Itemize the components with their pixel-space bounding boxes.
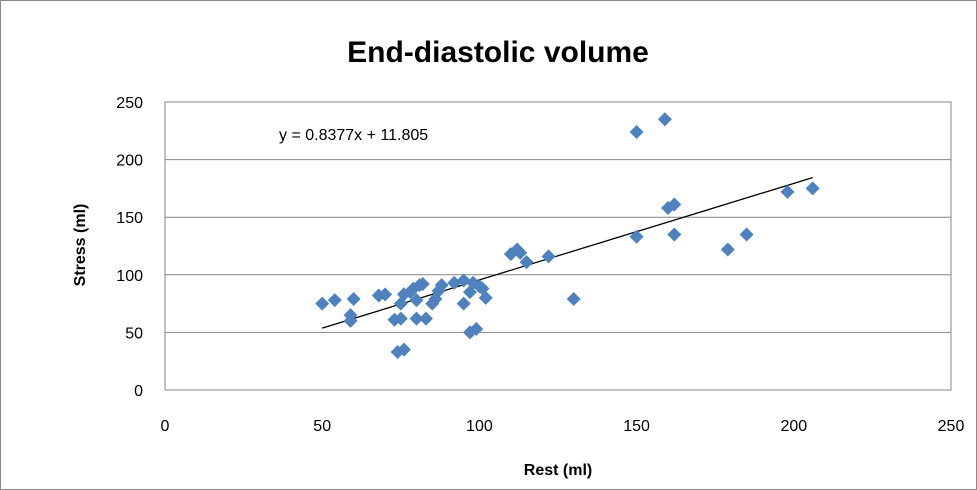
data-point: [456, 296, 471, 311]
data-point: [456, 273, 471, 288]
data-point: [780, 184, 795, 199]
x-tick-label: 250: [938, 418, 965, 435]
x-tick-label: 200: [780, 418, 807, 435]
y-tick-label: 250: [116, 95, 143, 112]
data-point: [657, 112, 672, 127]
y-tick-label: 150: [116, 210, 143, 227]
data-point: [346, 291, 361, 306]
y-axis-title: Stress (ml): [72, 204, 89, 287]
data-point: [805, 181, 820, 196]
data-point: [409, 311, 424, 326]
y-tick-label: 100: [116, 268, 143, 285]
data-point: [513, 245, 528, 260]
trendline-equation: y = 0.8377x + 11.805: [279, 127, 428, 144]
data-point: [447, 275, 462, 290]
x-tick-label: 50: [313, 418, 331, 435]
chart-title: End-diastolic volume: [347, 36, 649, 69]
data-point: [720, 242, 735, 257]
data-point: [503, 247, 518, 262]
x-axis-ticks: 0 50 100 150 200 250: [161, 418, 965, 435]
data-points: [315, 112, 820, 359]
y-tick-label: 200: [116, 153, 143, 170]
x-tick-label: 100: [466, 418, 493, 435]
data-point: [343, 313, 358, 328]
data-point: [478, 290, 493, 305]
data-point: [418, 311, 433, 326]
y-tick-label: 50: [125, 325, 143, 342]
data-point: [519, 255, 534, 270]
data-point: [327, 293, 342, 308]
data-point: [541, 249, 556, 264]
data-point: [566, 291, 581, 306]
data-point: [629, 124, 644, 139]
y-tick-label: 0: [134, 383, 143, 400]
plot-area-border: [164, 101, 952, 391]
data-point: [378, 287, 393, 302]
data-point: [434, 278, 449, 293]
data-point: [409, 293, 424, 308]
data-point: [415, 277, 430, 292]
data-point: [629, 229, 644, 244]
x-tick-label: 150: [623, 418, 650, 435]
data-point: [667, 197, 682, 212]
data-point: [667, 227, 682, 242]
x-tick-label: 0: [161, 418, 170, 435]
data-point: [393, 311, 408, 326]
data-point: [315, 296, 330, 311]
y-axis-ticks: 0 50 100 150 200 250: [116, 95, 143, 400]
data-point: [396, 342, 411, 357]
data-point: [469, 321, 484, 336]
gridlines: [165, 101, 951, 391]
x-axis-title: Rest (ml): [524, 462, 592, 479]
data-point: [739, 227, 754, 242]
